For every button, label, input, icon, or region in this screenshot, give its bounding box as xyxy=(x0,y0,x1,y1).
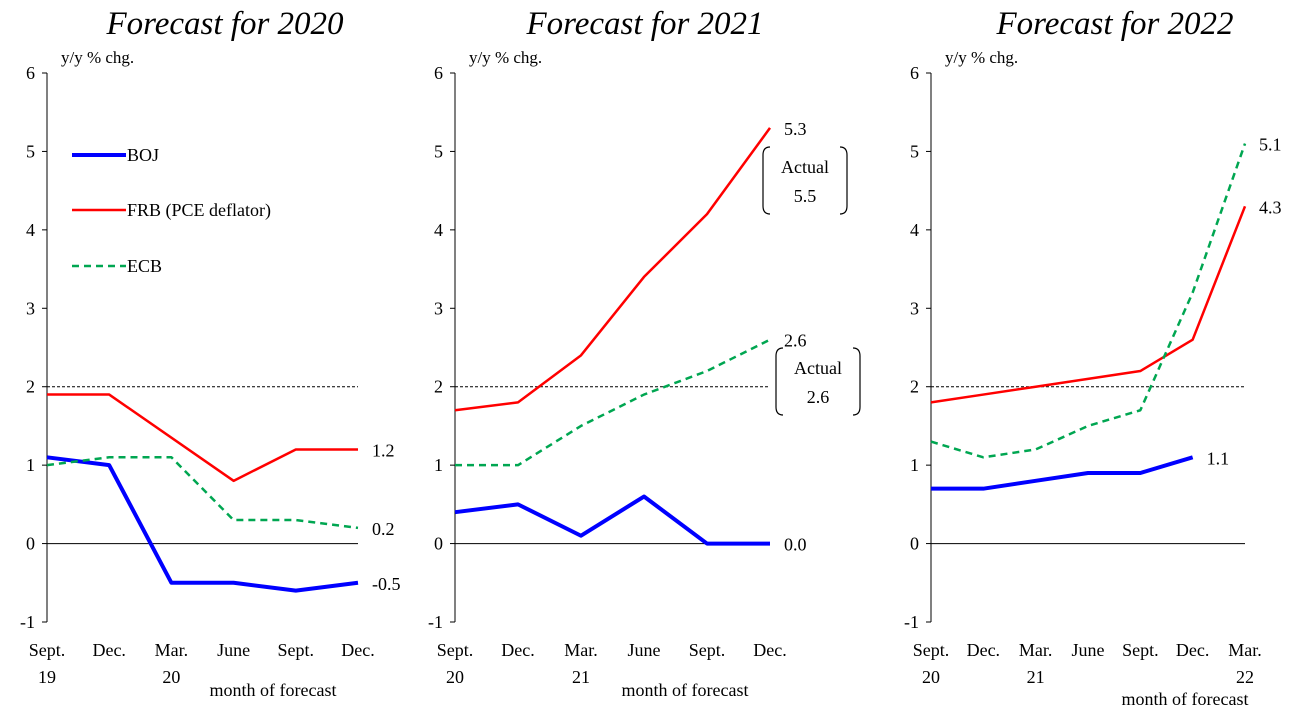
panel1-y-tick-label: 6 xyxy=(26,63,35,83)
panel3-y-tick-label: 2 xyxy=(910,377,919,397)
panel2-y-tick-label: 3 xyxy=(434,298,443,318)
panel3-y-tick-label: 1 xyxy=(910,455,919,475)
panel3-y-tick-label: 4 xyxy=(910,220,919,240)
panel2-y-tick-label: 6 xyxy=(434,63,443,83)
panel3-series-ecb xyxy=(930,143,1247,459)
panel1-x-tick-label: Sept. xyxy=(29,640,66,660)
panel1-end-label-ecb: 0.2 xyxy=(372,519,395,539)
panel1-end-label-frb: 1.2 xyxy=(372,440,395,460)
legend-label-frb: FRB (PCE deflator) xyxy=(127,200,271,221)
panel2-x-tick-label: June xyxy=(628,640,661,660)
panel2-y-tick-label: 1 xyxy=(434,455,443,475)
panel2-annotation-bracket-right xyxy=(839,146,848,215)
panel3-title: Forecast for 2022 xyxy=(995,6,1233,42)
panel1-y-tick-label: -1 xyxy=(20,612,35,632)
panel3-end-label-ecb: 5.1 xyxy=(1259,135,1282,155)
panel1-x-tick-label: June xyxy=(217,640,250,660)
panel3-end-label-boj: 1.1 xyxy=(1207,448,1230,468)
panel2-x-tick-label: Sept. xyxy=(689,640,726,660)
panel3-y-tick-label: 5 xyxy=(910,141,919,161)
panel1-x-tick-label-year: 19 xyxy=(38,667,56,687)
panel2-y-tick-label: 5 xyxy=(434,141,443,161)
panel3-x-tick-label: Mar. xyxy=(1019,640,1053,660)
panel2-annotation-bracket-left xyxy=(775,347,784,416)
panel1-y-tick-label: 0 xyxy=(26,534,35,554)
panel2-x-tick-label-year: 20 xyxy=(446,667,464,687)
panel2-x-tick-label: Mar. xyxy=(564,640,598,660)
panel2-x-tick-label: Dec. xyxy=(753,640,786,660)
legend-label-ecb: ECB xyxy=(127,256,162,276)
panel3-x-tick-label-year: 21 xyxy=(1027,667,1045,687)
panel3-y-tick-label: -1 xyxy=(904,612,919,632)
panel2-x-tick-label: Dec. xyxy=(501,640,534,660)
panel3-x-tick-label-year: 22 xyxy=(1236,667,1254,687)
panel2-end-label-boj: 0.0 xyxy=(784,535,807,555)
panel2-y-tick-label: 2 xyxy=(434,377,443,397)
panel3-x-tick-label-year: 20 xyxy=(922,667,940,687)
panel2-end-label-frb: 5.3 xyxy=(784,119,807,139)
panel3-x-axis-label: month of forecast xyxy=(1122,689,1249,709)
panel2-x-axis-label: month of forecast xyxy=(622,680,749,700)
panel1-series-boj xyxy=(46,455,359,593)
panel3-x-tick-label: Dec. xyxy=(967,640,1000,660)
panel1-x-tick-label: Mar. xyxy=(155,640,189,660)
panel1-y-tick-label: 4 xyxy=(26,220,35,240)
panel1-series-ecb xyxy=(46,456,359,530)
panel3-x-tick-label: June xyxy=(1072,640,1105,660)
panel3-y-tick-label: 0 xyxy=(910,534,919,554)
panel2-annotation-bracket-right xyxy=(852,347,861,416)
panel1-x-tick-label-year: 20 xyxy=(162,667,180,687)
panel2-y-axis-label: y/y % chg. xyxy=(469,48,542,67)
legend-label-boj: BOJ xyxy=(127,145,159,165)
panel2-annotation-line1: Actual xyxy=(781,157,829,177)
panel1-x-axis-label: month of forecast xyxy=(210,680,337,700)
panel2-series-frb xyxy=(454,127,772,412)
panel1-y-axis-label: y/y % chg. xyxy=(61,48,134,67)
panel2-end-label-ecb: 2.6 xyxy=(784,331,807,351)
panel2-x-tick-label: Sept. xyxy=(437,640,474,660)
panel3-y-tick-label: 6 xyxy=(910,63,919,83)
panel1-y-tick-label: 3 xyxy=(26,298,35,318)
panel1-series-frb xyxy=(47,393,358,483)
panel1-end-label-boj: -0.5 xyxy=(372,574,401,594)
panel2-series-boj xyxy=(454,494,770,546)
panel1-x-tick-label: Sept. xyxy=(278,640,315,660)
panel3-x-tick-label: Sept. xyxy=(1122,640,1159,660)
panel2-series-ecb xyxy=(455,338,771,467)
panel1-y-tick-label: 2 xyxy=(26,377,35,397)
panel2-annotation-line1: Actual xyxy=(794,358,842,378)
panel2-title: Forecast for 2021 xyxy=(525,6,763,42)
panel2-y-tick-label: -1 xyxy=(428,612,443,632)
panel1-x-tick-label: Dec. xyxy=(341,640,374,660)
panel3-x-tick-label: Mar. xyxy=(1228,640,1262,660)
panel2-annotation-bracket-left xyxy=(762,146,771,215)
panel1-y-tick-label: 5 xyxy=(26,141,35,161)
panel3-x-tick-label: Sept. xyxy=(913,640,950,660)
panel3-series-frb xyxy=(930,205,1247,404)
panel1-y-tick-label: 1 xyxy=(26,455,35,475)
panel3-end-label-frb: 4.3 xyxy=(1259,197,1282,217)
panel3-x-tick-label: Dec. xyxy=(1176,640,1209,660)
panel3-series-boj xyxy=(931,455,1194,491)
panel2-x-tick-label-year: 21 xyxy=(572,667,590,687)
panel2-annotation-line2: 5.5 xyxy=(794,186,817,206)
panel2-y-tick-label: 0 xyxy=(434,534,443,554)
panel1-x-tick-label: Dec. xyxy=(92,640,125,660)
panel2-annotation-line2: 2.6 xyxy=(807,387,830,407)
panel3-y-tick-label: 3 xyxy=(910,298,919,318)
panel1-title: Forecast for 2020 xyxy=(105,6,344,42)
panel3-y-axis-label: y/y % chg. xyxy=(945,48,1018,67)
panel2-y-tick-label: 4 xyxy=(434,220,443,240)
